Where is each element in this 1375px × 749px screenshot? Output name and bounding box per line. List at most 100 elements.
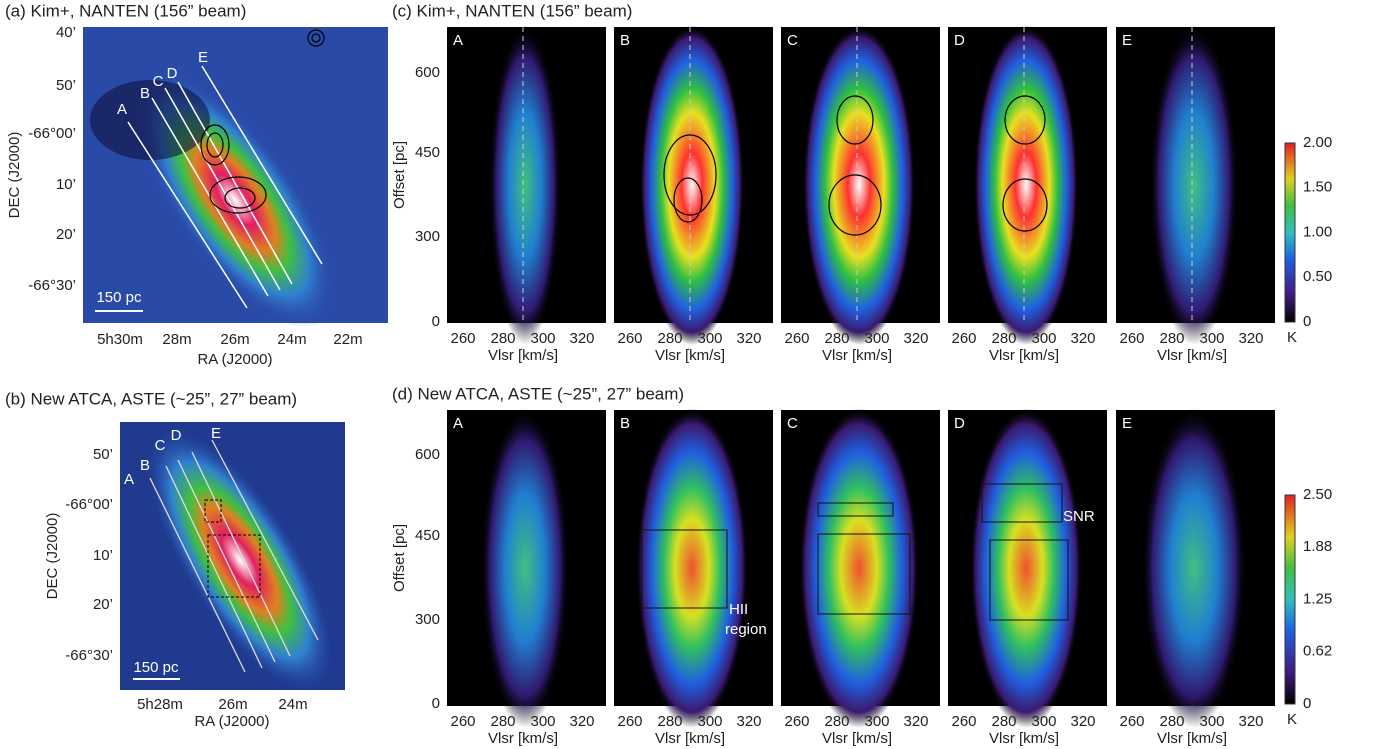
x-tick-label: 320 xyxy=(1238,713,1263,730)
x-tick-label: 5h28m xyxy=(137,696,183,713)
pv-emission xyxy=(481,408,569,728)
y-tick-label: 40’ xyxy=(56,24,76,41)
x-tick-label: 280 xyxy=(490,713,515,730)
panel-title: (b) New ATCA, ASTE (~25”, 27” beam) xyxy=(5,389,297,408)
x-tick-label: 280 xyxy=(991,330,1016,347)
x-axis-label: Vlsr [km/s] xyxy=(822,730,892,747)
x-tick-label: 26m xyxy=(218,696,247,713)
x-tick-label: 300 xyxy=(1199,713,1224,730)
cut-label: A xyxy=(453,415,463,432)
cut-label: A xyxy=(453,32,463,49)
x-tick-label: 280 xyxy=(490,330,515,347)
x-tick-label: 300 xyxy=(697,713,722,730)
colorbar-tick-label: 1.25 xyxy=(1303,590,1332,607)
cut-label: B xyxy=(620,415,630,432)
colorbar-tick-label: 0.62 xyxy=(1303,643,1332,660)
panel-title: (a) Kim+, NANTEN (156” beam) xyxy=(5,1,246,20)
cut-label: E xyxy=(1122,415,1132,432)
cut-label: D xyxy=(954,415,965,432)
x-tick-label: 260 xyxy=(784,330,809,347)
y-tick-label: 0 xyxy=(432,695,440,712)
y-tick-label: -66°00’ xyxy=(28,125,76,142)
panel-title: (c) Kim+, NANTEN (156” beam) xyxy=(392,1,632,20)
y-axis-label: DEC (J2000) xyxy=(6,132,23,219)
x-tick-label: 320 xyxy=(569,713,594,730)
pv-emission xyxy=(970,408,1082,728)
x-tick-label: 260 xyxy=(450,330,475,347)
pv-emission xyxy=(1150,25,1238,345)
region-box xyxy=(817,502,894,517)
y-tick-label: 20’ xyxy=(93,596,113,613)
contour xyxy=(663,134,717,216)
colorbar-tick-label: 0.50 xyxy=(1303,268,1332,285)
region-box xyxy=(817,533,911,615)
pv-emission xyxy=(640,25,744,345)
y-tick-label: -66°30’ xyxy=(65,647,113,664)
x-tick-label: 300 xyxy=(1199,330,1224,347)
x-tick-label: 5h30m xyxy=(97,331,143,348)
y-tick-label: 450 xyxy=(415,527,440,544)
x-tick-label: 260 xyxy=(617,330,642,347)
x-tick-label: 320 xyxy=(1070,330,1095,347)
x-tick-label: 260 xyxy=(450,713,475,730)
x-tick-label: 320 xyxy=(903,330,928,347)
x-tick-label: 300 xyxy=(1031,713,1056,730)
colorbar-tick-label: 0 xyxy=(1303,695,1311,712)
annotation: region xyxy=(725,621,767,638)
cut-label: D xyxy=(954,32,965,49)
pv-emission xyxy=(974,25,1078,345)
contour xyxy=(836,95,874,145)
cut-label: C xyxy=(787,415,798,432)
contour xyxy=(1004,95,1046,145)
scale-bar-label: 150 pc xyxy=(133,659,179,676)
colorbar-tick-label: 2.00 xyxy=(1303,134,1332,151)
annotation: SNR xyxy=(1063,508,1095,525)
y-tick-label: 20’ xyxy=(56,226,76,243)
x-tick-label: 260 xyxy=(951,330,976,347)
x-tick-label: 280 xyxy=(991,713,1016,730)
x-tick-label: 300 xyxy=(864,330,889,347)
x-axis-label: Vlsr [km/s] xyxy=(1157,347,1227,364)
x-tick-label: 280 xyxy=(1159,330,1184,347)
y-tick-label: -66°00’ xyxy=(65,496,113,513)
box xyxy=(204,499,222,523)
x-axis-label: Vlsr [km/s] xyxy=(488,730,558,747)
x-tick-label: 24m xyxy=(277,331,306,348)
contour xyxy=(1002,178,1048,232)
cut-label: E xyxy=(211,425,221,442)
x-tick-label: 24m xyxy=(278,696,307,713)
pv-emission xyxy=(636,408,748,728)
x-tick-label: 320 xyxy=(1238,330,1263,347)
cut-label: A xyxy=(124,471,134,488)
colorbar xyxy=(1284,142,1296,323)
region-box xyxy=(981,483,1063,523)
x-tick-label: 280 xyxy=(657,330,682,347)
y-tick-label: 0 xyxy=(432,313,440,330)
x-tick-label: 22m xyxy=(333,331,362,348)
cut-label: C xyxy=(153,73,164,90)
y-tick-label: -66°30’ xyxy=(28,277,76,294)
colorbar-unit: K xyxy=(1287,711,1297,728)
y-tick-label: 450 xyxy=(415,144,440,161)
colorbar xyxy=(1284,494,1296,705)
x-tick-label: 28m xyxy=(162,331,191,348)
cut-label: E xyxy=(198,49,208,66)
contour xyxy=(673,177,703,223)
y-tick-label: 600 xyxy=(415,64,440,81)
contours xyxy=(200,29,325,214)
x-axis-label: Vlsr [km/s] xyxy=(1157,730,1227,747)
x-axis-label: Vlsr [km/s] xyxy=(989,347,1059,364)
region-box xyxy=(641,529,728,609)
colorbar-tick-label: 1.50 xyxy=(1303,179,1332,196)
colorbar-tick-label: 0 xyxy=(1303,313,1311,330)
y-tick-label: 10’ xyxy=(93,547,113,564)
x-tick-label: 260 xyxy=(1119,713,1144,730)
region-box xyxy=(989,539,1069,621)
cut-label: E xyxy=(1122,32,1132,49)
cut-lines xyxy=(127,65,323,309)
x-axis-label: Vlsr [km/s] xyxy=(655,730,725,747)
annotation: HII xyxy=(729,601,748,618)
x-axis-label: RA (J2000) xyxy=(194,713,269,730)
x-tick-label: 300 xyxy=(530,713,555,730)
